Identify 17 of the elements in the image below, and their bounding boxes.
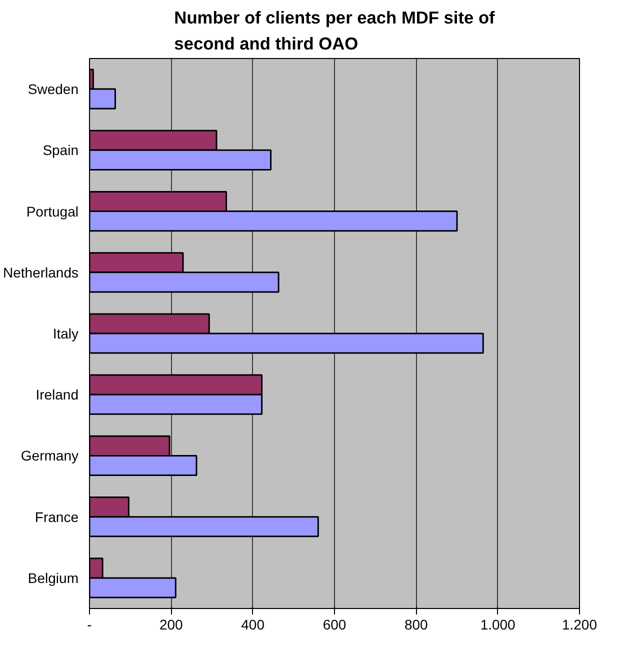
y-tick-label: Germany	[20, 448, 79, 464]
x-tick-label: 1.200	[562, 616, 598, 632]
x-tick-label: 400	[241, 616, 265, 632]
y-tick-label: Belgium	[28, 570, 79, 586]
y-tick-label: France	[34, 508, 79, 525]
x-tick-label: 600	[322, 616, 346, 632]
y-tick-label: Netherlands	[3, 264, 79, 280]
y-tick-label: Spain	[42, 142, 79, 158]
x-tick-label: 200	[159, 616, 184, 632]
y-tick-label: Ireland	[36, 386, 79, 403]
x-tick-label: -	[87, 616, 92, 632]
x-tick-label: 800	[404, 616, 428, 632]
y-tick-label: Sweden	[28, 81, 78, 98]
y-tick-label: Portugal	[26, 203, 79, 220]
y-tick-label: Italy	[52, 326, 79, 342]
x-tick-label: 1.000	[480, 616, 516, 632]
chart-title: Number of clients per each MDF site of second and third OAO	[174, 8, 496, 54]
